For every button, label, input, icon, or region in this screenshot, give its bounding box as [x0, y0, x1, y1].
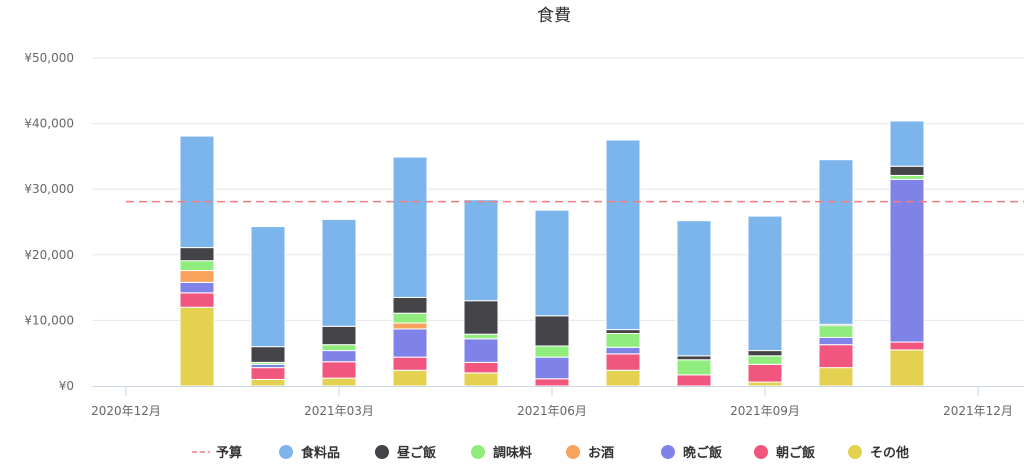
bar-segment — [463, 199, 499, 302]
legend-label: 晩ご飯 — [683, 445, 722, 461]
legend-swatch — [661, 445, 675, 459]
legend-label: 予算 — [216, 445, 242, 461]
bar-segment — [889, 174, 925, 180]
bar-segment — [747, 355, 783, 365]
legend-label: その他 — [870, 445, 909, 461]
bar-segment — [605, 353, 641, 371]
bar-segment — [392, 322, 428, 330]
x-tick-label: 2021年09月 — [730, 404, 800, 418]
bar-segment — [605, 346, 641, 355]
bar-segment — [250, 378, 286, 387]
bar-segment — [889, 178, 925, 343]
bar-segment — [392, 369, 428, 387]
bar-segment — [747, 381, 783, 387]
bar-segment — [392, 312, 428, 324]
bar-segment — [179, 281, 215, 294]
bar-segment — [179, 306, 215, 387]
bar-segment — [250, 226, 286, 348]
legend-label: 調味料 — [493, 445, 532, 461]
legend-swatch — [754, 445, 768, 459]
bar-segment — [179, 292, 215, 308]
bar-segment — [250, 346, 286, 363]
bar-segment — [392, 356, 428, 371]
bar-segment — [392, 156, 428, 298]
bar-segment — [818, 344, 854, 369]
bar-segment — [463, 333, 499, 340]
bar-segment — [818, 159, 854, 325]
bar-segment — [605, 139, 641, 331]
bar-segment — [321, 344, 357, 352]
y-tick-label: ¥20,000 — [24, 248, 74, 262]
x-tick-label: 2020年12月 — [91, 404, 161, 418]
legend-label: 朝ご飯 — [776, 445, 815, 461]
y-axis: ¥0 ¥10,000 ¥20,000 ¥30,000 ¥40,000 ¥50,000 — [24, 51, 74, 393]
bar-segment — [250, 367, 286, 380]
bar-segment — [889, 165, 925, 176]
bar-segment — [534, 378, 570, 387]
legend-label: お酒 — [588, 446, 614, 461]
x-tick-label: 2021年12月 — [943, 404, 1013, 418]
bar-segment — [534, 356, 570, 380]
bar-segment — [747, 215, 783, 352]
bar-segment — [321, 350, 357, 363]
bar-segment — [747, 363, 783, 383]
bar-segment — [676, 374, 712, 387]
bar-segment — [179, 135, 215, 249]
bar-segment — [392, 296, 428, 314]
bar-segment — [889, 120, 925, 167]
bar-segment — [534, 315, 570, 347]
y-tick-label: ¥50,000 — [24, 51, 74, 65]
bars — [179, 120, 925, 387]
bar-segment — [463, 300, 499, 335]
bar-segment — [321, 218, 357, 327]
bar-segment — [747, 350, 783, 357]
bar-segment — [605, 329, 641, 335]
chart-title: 食費 — [537, 6, 571, 26]
y-tick-label: ¥30,000 — [24, 182, 74, 196]
bar-segment — [321, 325, 357, 346]
legend: 予算 食料品 昼ご飯 調味料 お酒 晩ご飯 朝ご飯 その他 — [192, 445, 909, 461]
bar-segment — [321, 361, 357, 379]
bar-segment — [676, 359, 712, 376]
bar-segment — [534, 209, 570, 317]
legend-swatch — [566, 445, 580, 459]
y-tick-label: ¥10,000 — [24, 313, 74, 327]
bar-segment — [179, 270, 215, 283]
legend-label: 昼ご飯 — [397, 445, 436, 461]
x-axis: 2020年12月 2021年03月 2021年06月 2021年09月 2021年12月 — [91, 386, 1024, 418]
bar-segment — [818, 325, 854, 338]
bar-segment — [463, 361, 499, 374]
bar-segment — [676, 355, 712, 361]
bar-segment — [179, 247, 215, 262]
legend-swatch — [848, 445, 862, 459]
y-tick-label: ¥0 — [59, 379, 74, 393]
bar-segment — [392, 328, 428, 358]
bar-segment — [463, 338, 499, 363]
y-tick-label: ¥40,000 — [24, 117, 74, 131]
bar-segment — [605, 333, 641, 348]
bar-segment — [605, 369, 641, 387]
bar-segment — [179, 260, 215, 272]
bar-segment — [676, 220, 712, 357]
bar-segment — [321, 377, 357, 387]
legend-swatch — [375, 445, 389, 459]
bar-segment — [889, 349, 925, 387]
x-tick-label: 2021年06月 — [517, 404, 587, 418]
bar-segment — [818, 367, 854, 387]
legend-swatch — [471, 445, 485, 459]
bar-segment — [889, 341, 925, 351]
bar-segment — [463, 372, 499, 387]
bar-segment — [534, 345, 570, 358]
legend-label: 食料品 — [301, 445, 340, 461]
gridlines — [92, 57, 1024, 321]
bar-segment — [818, 336, 854, 346]
legend-swatch — [279, 445, 293, 459]
x-tick-label: 2021年03月 — [304, 404, 374, 418]
